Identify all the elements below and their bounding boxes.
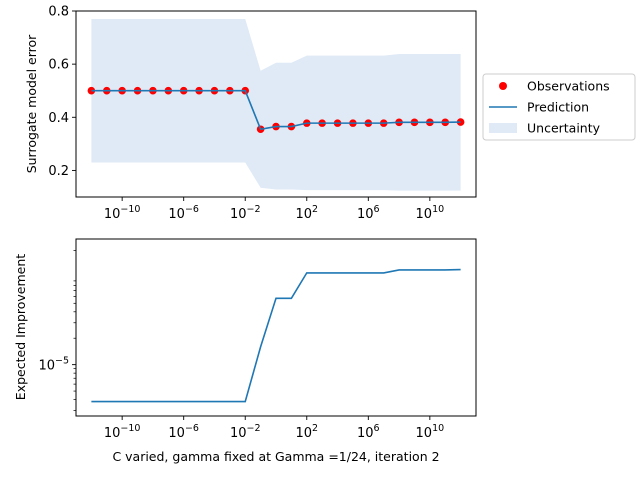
top-x-tick-label: 102 [295, 204, 318, 222]
legend-frame [482, 73, 636, 141]
bottom-x-tick-label: 10−6 [168, 423, 199, 441]
legend-observations-label: Observations [527, 79, 610, 94]
bottom-y-ticks: 10−5 [38, 250, 76, 411]
top-axes-frame [75, 10, 477, 198]
top-y-tick-label: 0.8 [48, 5, 69, 20]
top-y-tick-label: 0.4 [48, 111, 69, 126]
top-y-ticks: 0.2 0.4 0.6 0.8 [48, 5, 76, 179]
uncertainty-band [91, 18, 461, 191]
top-y-tick-label: 0.2 [48, 164, 69, 179]
top-y-axis-label: Surrogate model error [24, 34, 39, 173]
bottom-axes-frame [75, 238, 477, 417]
observation-point [456, 118, 465, 126]
bottom-x-tick-label: 1010 [416, 423, 445, 441]
surrogate-error-panel: 10−10 10−6 10−2 102 106 1010 0.2 0.4 0.6 0.8 Sur… [24, 5, 477, 222]
top-plot-area [87, 18, 465, 191]
expected-improvement-line [91, 268, 461, 403]
observation-point [87, 86, 96, 95]
legend-prediction-label: Prediction [527, 100, 589, 115]
bottom-x-ticks: 10−10 10−6 10−2 102 106 1010 [104, 416, 444, 441]
bottom-y-axis-label: Expected Improvement [13, 254, 28, 400]
bottom-x-tick-label: 10−2 [230, 423, 261, 441]
prediction-line [91, 89, 461, 131]
top-x-ticks: 10−10 10−6 10−2 102 106 1010 [104, 197, 444, 222]
bottom-x-axis-label: C varied, gamma fixed at Gamma =1/24, it… [112, 449, 439, 464]
bottom-x-tick-label: 102 [295, 423, 318, 441]
top-x-tick-label: 10−6 [168, 204, 199, 222]
top-x-tick-label: 10−2 [230, 204, 261, 222]
expected-improvement-panel: 10−10 10−6 10−2 102 106 1010 10−5 Expected Im… [13, 238, 477, 464]
bottom-x-tick-label: 10−10 [104, 423, 141, 441]
legend: Observations Prediction Uncertainty [482, 73, 636, 141]
top-y-tick-label: 0.6 [48, 58, 69, 73]
top-x-tick-label: 10−10 [104, 204, 141, 222]
bottom-x-tick-label: 106 [357, 423, 380, 441]
bottom-plot-area [91, 268, 461, 403]
legend-observations-marker [499, 82, 507, 90]
top-x-tick-label: 1010 [416, 204, 445, 222]
legend-uncertainty-patch [489, 123, 517, 133]
bottom-y-tick-label: 10−5 [38, 356, 69, 374]
legend-uncertainty-label: Uncertainty [527, 121, 601, 136]
top-x-tick-label: 106 [357, 204, 380, 222]
